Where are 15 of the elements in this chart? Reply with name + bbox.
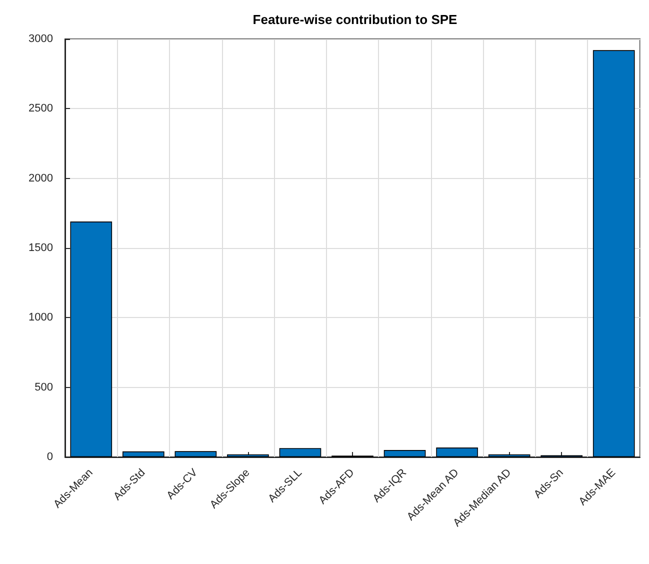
bar xyxy=(436,448,478,457)
bar xyxy=(592,50,635,457)
y-tick-label: 1500 xyxy=(28,242,53,254)
bar xyxy=(122,451,164,457)
bar xyxy=(384,450,426,457)
bar xyxy=(174,451,217,457)
y-tick-label: 2000 xyxy=(28,172,53,184)
y-tick-label: 0 xyxy=(46,451,53,463)
y-tick-label: 3000 xyxy=(28,33,53,45)
y-tick-label: 2500 xyxy=(28,102,53,115)
chart-title: Feature-wise contribution to SPE xyxy=(252,12,458,27)
y-tick-label: 1000 xyxy=(28,312,53,324)
bar xyxy=(279,448,322,457)
y-tick-label: 500 xyxy=(34,381,53,394)
bar xyxy=(70,222,112,457)
